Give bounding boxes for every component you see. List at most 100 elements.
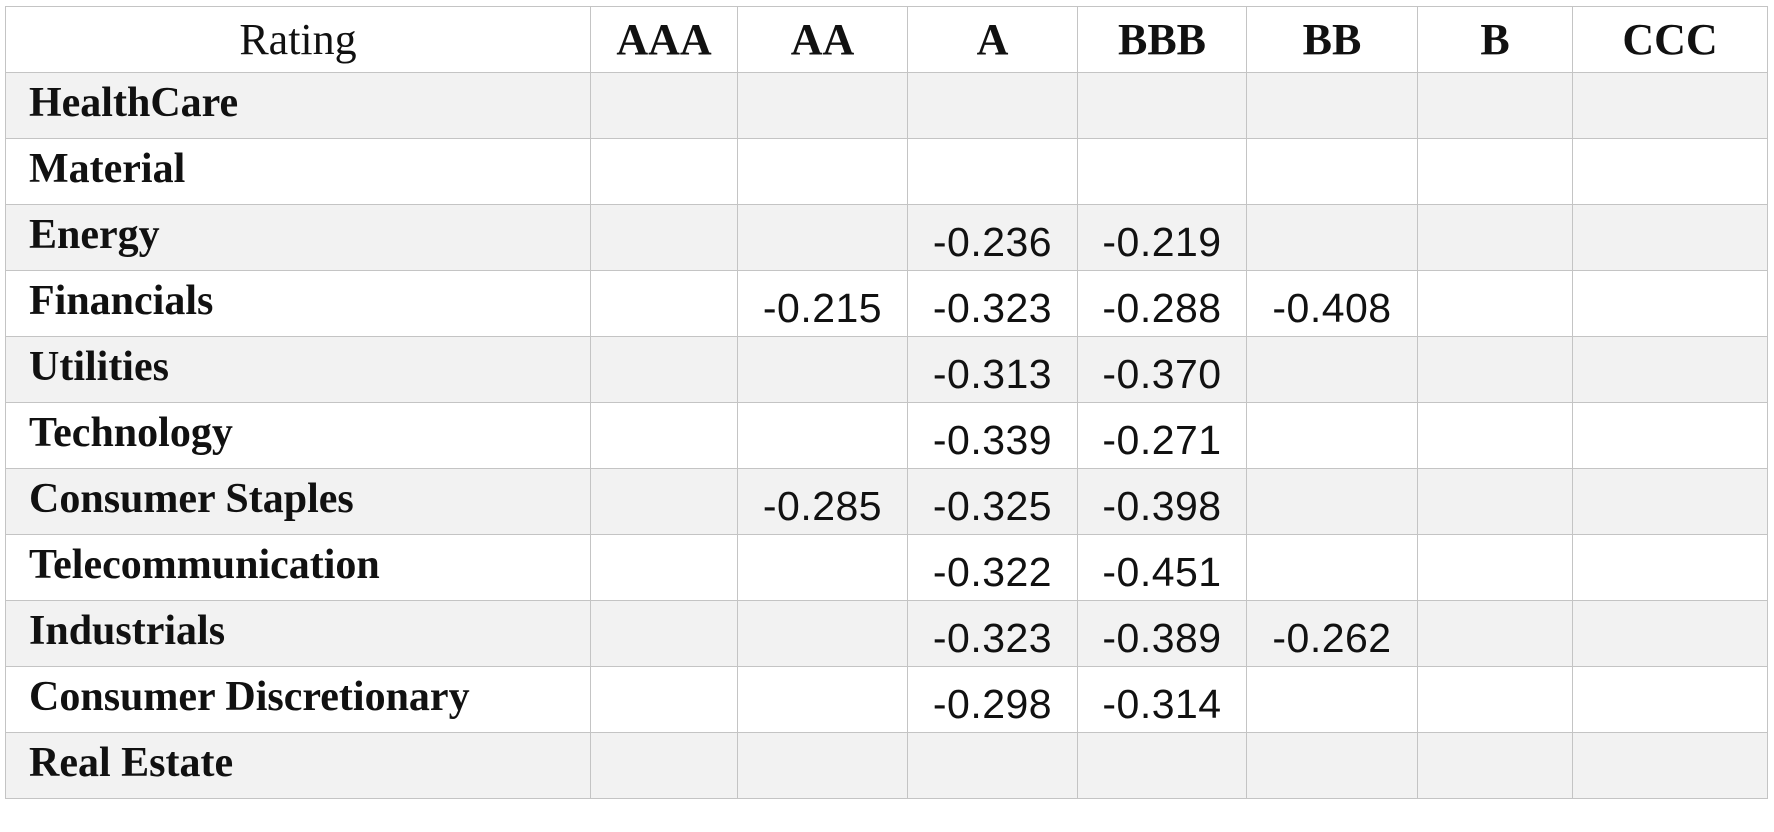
table-row: Energy -0.236 -0.219 (5, 204, 1768, 271)
table-cell (590, 336, 738, 403)
table-cell (590, 138, 738, 205)
table-cell: -0.271 (1077, 402, 1247, 469)
table-row: Financials -0.215 -0.323 -0.288 -0.408 (5, 270, 1768, 337)
table-cell: -0.262 (1246, 600, 1418, 667)
table-cell: -0.398 (1077, 468, 1247, 535)
table-cell (1572, 204, 1768, 271)
table-cell: -0.389 (1077, 600, 1247, 667)
table-cell: -0.236 (907, 204, 1078, 271)
table-cell: -0.323 (907, 600, 1078, 667)
table-cell (1246, 468, 1418, 535)
table-row: HealthCare (5, 72, 1768, 139)
table-cell (1417, 534, 1573, 601)
table-cell: -0.325 (907, 468, 1078, 535)
table-cell (907, 72, 1078, 139)
table-cell: -0.288 (1077, 270, 1247, 337)
table-cell (1077, 72, 1247, 139)
table-cell (737, 72, 908, 139)
row-label: Real Estate (5, 732, 591, 799)
row-label: Utilities (5, 336, 591, 403)
table-row: Technology -0.339 -0.271 (5, 402, 1768, 469)
table-cell (1417, 270, 1573, 337)
header-col-bb: BB (1246, 6, 1418, 73)
table-cell: -0.298 (907, 666, 1078, 733)
table-cell (1417, 138, 1573, 205)
table-cell (590, 402, 738, 469)
table-cell (1077, 732, 1247, 799)
row-label: Material (5, 138, 591, 205)
rating-sector-table: Rating AAA AA A BBB BB B CCC HealthCare M… (5, 6, 1768, 799)
table-cell (1417, 72, 1573, 139)
table-cell (737, 534, 908, 601)
table-cell (1572, 402, 1768, 469)
table-cell (1417, 666, 1573, 733)
table-row: Real Estate (5, 732, 1768, 799)
table-cell (1417, 204, 1573, 271)
table-cell: -0.219 (1077, 204, 1247, 271)
table-cell (590, 468, 738, 535)
row-label: Consumer Discretionary (5, 666, 591, 733)
table-cell: -0.215 (737, 270, 908, 337)
table-cell: -0.451 (1077, 534, 1247, 601)
table-cell (1572, 534, 1768, 601)
table-cell (737, 666, 908, 733)
table-cell (1246, 534, 1418, 601)
table-cell (590, 666, 738, 733)
table-cell (1246, 72, 1418, 139)
table-cell (1572, 138, 1768, 205)
table-cell: -0.339 (907, 402, 1078, 469)
table-cell (590, 204, 738, 271)
table-cell (1417, 600, 1573, 667)
table-cell (737, 600, 908, 667)
header-row: Rating AAA AA A BBB BB B CCC (5, 6, 1768, 73)
row-label: HealthCare (5, 72, 591, 139)
header-col-aa: AA (737, 6, 908, 73)
table-cell (1417, 402, 1573, 469)
table-cell (1417, 336, 1573, 403)
table-row: Industrials -0.323 -0.389 -0.262 (5, 600, 1768, 667)
table-cell (1572, 732, 1768, 799)
table-cell (737, 732, 908, 799)
table-cell (1246, 138, 1418, 205)
table-body: HealthCare Material Energy -0.236 -0.219 Fina… (5, 72, 1768, 799)
table-cell (1246, 666, 1418, 733)
row-label: Financials (5, 270, 591, 337)
table-cell (1246, 732, 1418, 799)
table-cell (590, 534, 738, 601)
table-container: Rating AAA AA A BBB BB B CCC HealthCare M… (5, 6, 1768, 799)
table-cell (1077, 138, 1247, 205)
header-corner: Rating (5, 6, 591, 73)
table-cell (1246, 204, 1418, 271)
row-label: Telecommunication (5, 534, 591, 601)
table-cell: -0.314 (1077, 666, 1247, 733)
table-cell (737, 204, 908, 271)
table-cell: -0.323 (907, 270, 1078, 337)
table-cell: -0.313 (907, 336, 1078, 403)
table-row: Consumer Discretionary -0.298 -0.314 (5, 666, 1768, 733)
header-col-ccc: CCC (1572, 6, 1768, 73)
row-label: Technology (5, 402, 591, 469)
table-cell (590, 72, 738, 139)
table-cell (1572, 336, 1768, 403)
header-col-bbb: BBB (1077, 6, 1247, 73)
header-col-aaa: AAA (590, 6, 738, 73)
table-cell (907, 138, 1078, 205)
table-cell (590, 732, 738, 799)
table-row: Material (5, 138, 1768, 205)
table-cell: -0.322 (907, 534, 1078, 601)
table-cell (1246, 402, 1418, 469)
table-cell (737, 402, 908, 469)
table-cell (1572, 72, 1768, 139)
table-cell (1572, 600, 1768, 667)
table-cell: -0.408 (1246, 270, 1418, 337)
table-cell (590, 270, 738, 337)
table-cell (737, 138, 908, 205)
row-label: Consumer Staples (5, 468, 591, 535)
table-cell (590, 600, 738, 667)
table-cell (737, 336, 908, 403)
table-cell (1417, 732, 1573, 799)
table-cell: -0.370 (1077, 336, 1247, 403)
table-cell: -0.285 (737, 468, 908, 535)
header-col-b: B (1417, 6, 1573, 73)
table-row: Consumer Staples -0.285 -0.325 -0.398 (5, 468, 1768, 535)
